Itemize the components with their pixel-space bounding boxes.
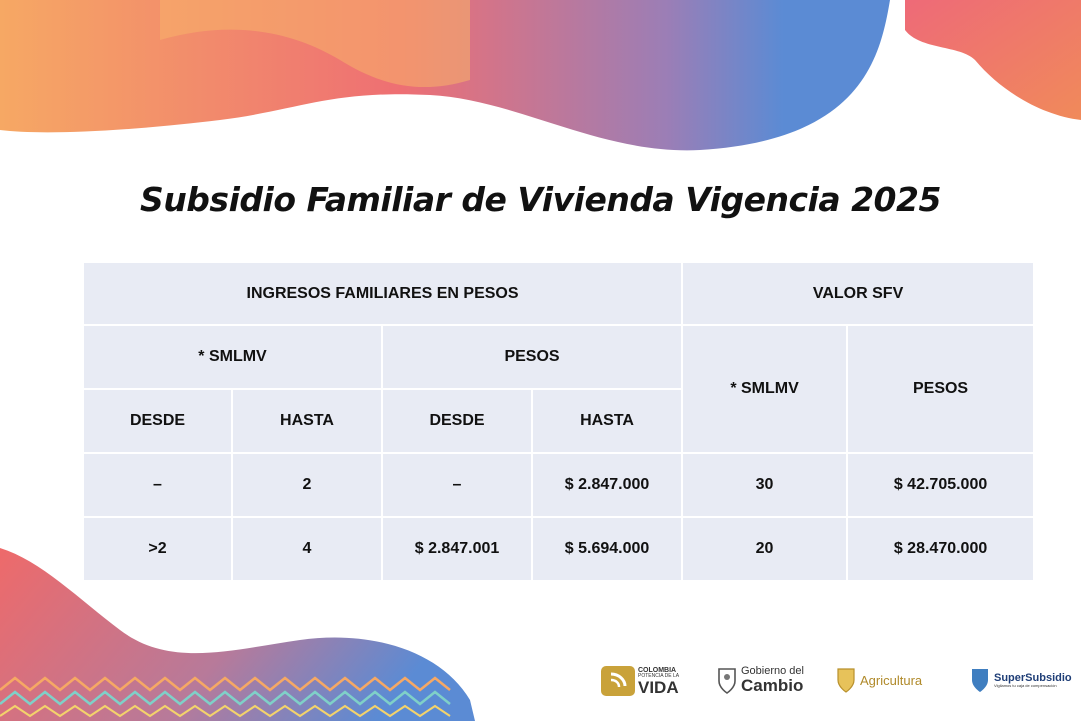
table-cell: $ 2.847.001	[381, 516, 533, 582]
supersubsidio-shield-icon	[972, 669, 988, 692]
gobierno-logo-line1: Gobierno del	[741, 665, 804, 677]
subheader-sfv-smlmv: * SMLMV	[681, 324, 849, 454]
table-cell: –	[82, 452, 233, 518]
col-desde-smlmv: DESDE	[82, 388, 233, 454]
gobierno-logo-line2: Cambio	[741, 676, 804, 695]
col-desde-pesos: DESDE	[381, 388, 533, 454]
table-cell: 2	[231, 452, 383, 518]
subheader-pesos: PESOS	[380, 324, 684, 390]
colombia-logo-line2: POTENCIA DE LA	[638, 672, 680, 679]
top-wave-decoration	[0, 0, 1081, 151]
table-cell: $ 2.847.000	[530, 452, 684, 518]
header-valor-sfv: VALOR SFV	[681, 261, 1036, 326]
table-subheader-row: * SMLMV PESOS * SMLMV PESOS	[82, 324, 1036, 454]
subheader-smlmv: * SMLMV	[82, 324, 383, 390]
table-cell: 4	[231, 516, 383, 582]
agricultura-logo: Agricultura	[836, 666, 922, 694]
colombia-vida-logo: COLOMBIA POTENCIA DE LA VIDA	[601, 664, 679, 698]
table-row: >2 4 $ 2.847.001 $ 5.694.000 20 $ 28.470…	[82, 516, 1036, 582]
table-cell: 20	[681, 516, 849, 582]
agriculture-shield-icon	[837, 668, 855, 693]
header-ingresos: INGRESOS FAMILIARES EN PESOS	[81, 261, 684, 326]
table-header-row: INGRESOS FAMILIARES EN PESOS VALOR SFV	[81, 261, 1036, 326]
col-hasta-pesos: HASTA	[530, 388, 684, 454]
supersubsidio-logo-label: SuperSubsidio	[994, 671, 1072, 684]
colombia-emblem-icon	[601, 666, 635, 696]
colombia-logo-line3: VIDA	[638, 677, 679, 697]
table-cell: 30	[681, 452, 849, 518]
footer-logos: COLOMBIA POTENCIA DE LA VIDA Gobierno de…	[0, 660, 1081, 705]
supersubsidio-logo: SuperSubsidio Vigilamos tu caja de compe…	[970, 666, 1072, 694]
coat-of-arms-icon	[718, 668, 736, 694]
table-cell: $ 28.470.000	[846, 516, 1036, 582]
gobierno-cambio-logo: Gobierno del Cambio	[716, 665, 804, 695]
col-hasta-smlmv: HASTA	[231, 388, 383, 454]
subsidy-table: INGRESOS FAMILIARES EN PESOS VALOR SFV *…	[81, 261, 1036, 582]
bottom-wave-decoration	[0, 548, 475, 721]
colombia-logo-line1: COLOMBIA	[638, 666, 677, 674]
page-title: Subsidio Familiar de Vivienda Vigencia 2…	[140, 180, 941, 219]
supersubsidio-logo-tagline: Vigilamos tu caja de compensación	[994, 682, 1057, 688]
table-column-row: DESDE HASTA DESDE HASTA	[82, 388, 1034, 454]
table-cell: $ 42.705.000	[846, 452, 1036, 518]
agricultura-logo-label: Agricultura	[860, 672, 923, 688]
table-cell: $ 5.694.000	[530, 516, 684, 582]
subheader-sfv-pesos: PESOS	[846, 324, 1036, 454]
table-row: – 2 – $ 2.847.000 30 $ 42.705.000	[82, 452, 1036, 518]
table-cell: –	[381, 452, 533, 518]
table-cell: >2	[82, 516, 233, 582]
